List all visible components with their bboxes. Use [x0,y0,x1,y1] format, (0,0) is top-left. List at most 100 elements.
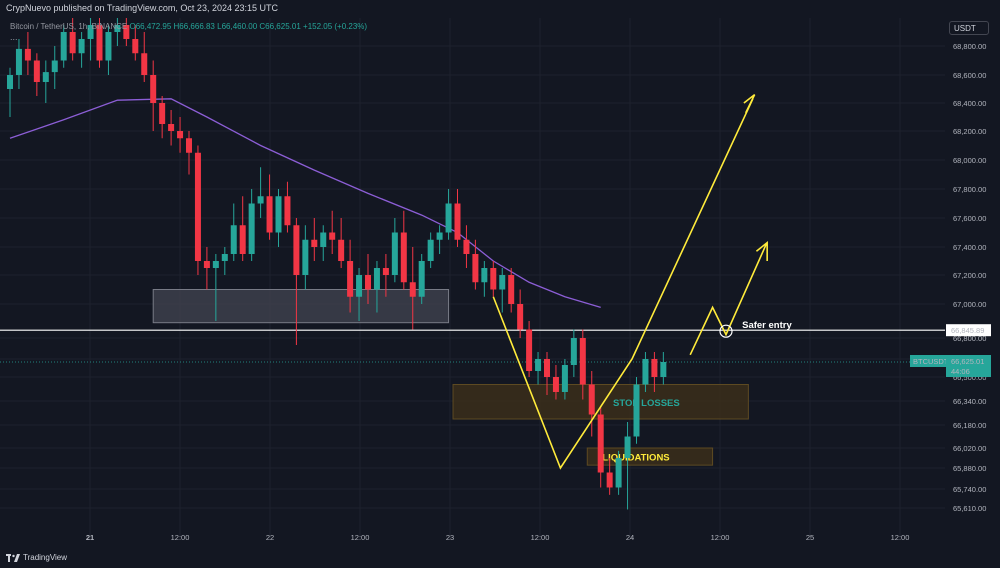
candle-body [78,39,85,54]
candle-body [248,203,255,254]
candle-body [544,359,550,377]
ohlc-change: +152.05 (+0.23%) [303,22,368,31]
candle-body [302,239,309,275]
candle-body [320,232,327,247]
candle-body [275,196,282,233]
candle-body [132,39,139,54]
time-axis [0,540,1000,549]
price-tick-label: 68,000.00 [953,156,986,165]
candle-body [463,239,470,254]
time-tick-label: 24 [626,533,634,542]
candle-body [177,131,184,139]
candle-body [311,239,318,247]
time-tick-label: 22 [266,533,274,542]
level-line-value: 66,845.89 [951,326,984,335]
price-tick-label: 66,020.00 [953,444,986,453]
candle-body [230,225,237,254]
candle-body [660,361,667,377]
top-bar: CrypNuevo published on TradingView.com, … [0,0,1000,18]
candle-body [212,261,219,268]
price-tick-label: 67,000.00 [953,300,986,309]
time-tick-label: 21 [86,533,94,542]
candle-body [606,472,613,488]
candle-body [338,239,345,261]
candle-body [597,414,604,473]
symbol-info-line: Bitcoin / TetherUS, 1h, BINANCE O66,472.… [10,22,367,31]
price-tick-label: 68,600.00 [953,71,986,80]
ohlc-low: L66,460.00 [217,22,258,31]
candle-body [87,25,94,39]
bar-countdown: 44:06 [951,367,970,376]
projection-path [492,98,754,470]
candle-body [391,232,398,275]
tradingview-logo-icon [6,553,20,562]
price-tick-label: 65,610.00 [953,504,986,513]
candle-body [96,25,103,61]
candle-body [105,32,112,61]
candle-body [373,268,380,290]
candle-body [490,268,497,290]
price-axis [945,18,1000,549]
time-tick-label: 12:00 [531,533,550,542]
candle-body [633,384,640,437]
candle-body [535,359,542,371]
candle-body [33,60,40,82]
price-tick-label: 68,800.00 [953,42,986,51]
price-tick-label: 65,880.00 [953,464,986,473]
tradingview-logo[interactable]: TradingView [6,553,67,562]
candle-body [194,152,201,261]
tradingview-logo-text: TradingView [23,553,68,562]
published-line: CrypNuevo published on TradingView.com, … [6,3,278,13]
candle-body [203,261,210,268]
candle-body [499,275,506,290]
symbol-info[interactable]: Bitcoin / TetherUS, 1h, BINANCE [10,22,128,31]
candle-body [347,261,354,297]
zone-label: LIQUIDATIONS [602,453,669,464]
price-tick-label: 66,800.00 [953,334,986,343]
candle-body [552,377,559,392]
candle-body [51,60,58,73]
candle-body [141,53,148,75]
candle-body [427,239,434,261]
candle-body [561,365,568,392]
candle-body [42,72,49,82]
price-tick-label: 67,800.00 [953,185,986,194]
candle-body [481,268,488,283]
candle-body [436,232,443,240]
level-line-tag [946,324,991,337]
time-tick-label: 25 [806,533,814,542]
candle-body [454,203,461,240]
moving-average-line [9,98,601,309]
price-tick-label: 65,740.00 [953,485,986,494]
price-tick-label: 66,340.00 [953,397,986,406]
price-tick-label: 66,500.00 [953,373,986,382]
candle-body [329,232,336,240]
candle-body [114,25,121,32]
candle-body [382,268,389,275]
price-tick-label: 67,400.00 [953,243,986,252]
candle-body [579,338,586,385]
more-options-icon[interactable]: ... [10,32,18,42]
candle-body [356,275,363,297]
symbol-tag [910,354,946,367]
price-tick-label: 68,200.00 [953,127,986,136]
candle-body [624,436,631,458]
currency-selector[interactable]: USDT [949,21,989,35]
safer-entry-marker [719,324,733,338]
candle-body [508,275,515,304]
candle-body [257,196,264,204]
arrow-head [743,93,756,114]
candle-body [409,282,416,297]
candle-body [60,32,67,61]
candle-body [588,384,595,415]
candle-body [221,254,228,261]
safer-entry-label: Safer entry [742,320,792,331]
candle-body [526,329,533,371]
candle-body [150,75,157,103]
candle-body [284,196,291,226]
candle-body [69,32,76,54]
candle-body [651,359,658,377]
time-tick-label: 23 [446,533,454,542]
